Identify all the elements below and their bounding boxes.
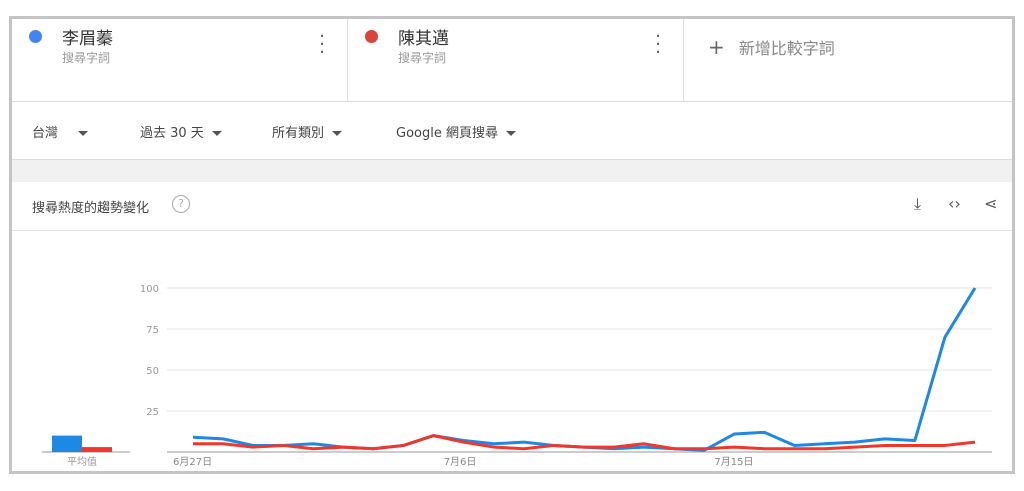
series-line-1 <box>192 287 977 452</box>
caret-down-icon <box>211 131 222 136</box>
period-value: 過去 30 天 <box>140 126 204 141</box>
caret-down-icon <box>505 131 516 136</box>
average-bar-2 <box>82 447 112 452</box>
y-tick-label: 100 <box>140 284 159 295</box>
trend-chart: 25 50 75 100 6月27日 7月6日 7月15日 平均值 <box>42 284 992 468</box>
term-subtitle: 搜尋字詞 <box>62 51 111 65</box>
term-color-dot <box>365 30 378 43</box>
y-tick-label: 75 <box>146 325 159 336</box>
x-tick-label: 7月15日 <box>714 456 753 468</box>
term-name[interactable]: 陳其邁 <box>398 29 449 49</box>
trends-frame: 李眉蓁 搜尋字詞 · · · 陳其邁 搜尋字詞 · · · + 新增比較字詞 台灣 過去 … <box>9 16 1015 474</box>
term-subtitle: 搜尋字詞 <box>398 51 447 65</box>
series-line-2 <box>193 434 976 451</box>
average-bar-1 <box>52 435 82 452</box>
help-icon[interactable]: ? <box>172 195 190 213</box>
y-tick-label: 25 <box>146 407 159 418</box>
term-card-1[interactable]: 李眉蓁 搜尋字詞 · · · <box>12 19 348 101</box>
category-dropdown[interactable]: 所有類別 <box>272 122 343 141</box>
search-terms-row: 李眉蓁 搜尋字詞 · · · 陳其邁 搜尋字詞 · · · + 新增比較字詞 <box>12 19 1012 102</box>
x-tick-label: 6月27日 <box>173 456 212 468</box>
interest-over-time-card: 搜尋熱度的趨勢變化 ? ⤓ ‹› ⋖ 25 50 75 100 6月27日 7月6日 7月1… <box>12 182 1012 471</box>
period-dropdown[interactable]: 過去 30 天 <box>140 122 222 141</box>
more-vert-icon[interactable]: · · · <box>655 26 661 63</box>
caret-down-icon <box>332 131 343 136</box>
search-type-dropdown[interactable]: Google 網頁搜尋 <box>396 122 516 141</box>
card-divider <box>12 230 1012 231</box>
filter-bar: 台灣 過去 30 天 所有類別 Google 網頁搜尋 <box>12 102 1012 160</box>
embed-icon[interactable]: ‹› <box>948 194 961 213</box>
more-vert-icon[interactable]: · · · <box>319 26 325 63</box>
term-name[interactable]: 李眉蓁 <box>62 29 113 49</box>
add-term-label: 新增比較字詞 <box>738 39 835 58</box>
share-icon[interactable]: ⋖ <box>984 194 998 213</box>
add-term-button[interactable]: + 新增比較字詞 <box>684 19 1012 101</box>
average-label: 平均值 <box>67 455 97 468</box>
card-title: 搜尋熱度的趨勢變化 <box>32 201 150 216</box>
term-color-dot <box>29 30 42 43</box>
y-tick-label: 50 <box>146 366 159 377</box>
region-dropdown[interactable]: 台灣 <box>32 122 89 141</box>
separator-band <box>12 160 1012 182</box>
search-type-value: Google 網頁搜尋 <box>396 126 498 141</box>
term-card-2[interactable]: 陳其邁 搜尋字詞 · · · <box>348 19 684 101</box>
caret-down-icon <box>78 131 89 136</box>
download-icon[interactable]: ⤓ <box>914 194 922 213</box>
category-value: 所有類別 <box>272 126 325 141</box>
x-tick-label: 7月6日 <box>444 456 477 468</box>
region-value: 台灣 <box>32 126 59 141</box>
plus-icon: + <box>708 35 725 59</box>
